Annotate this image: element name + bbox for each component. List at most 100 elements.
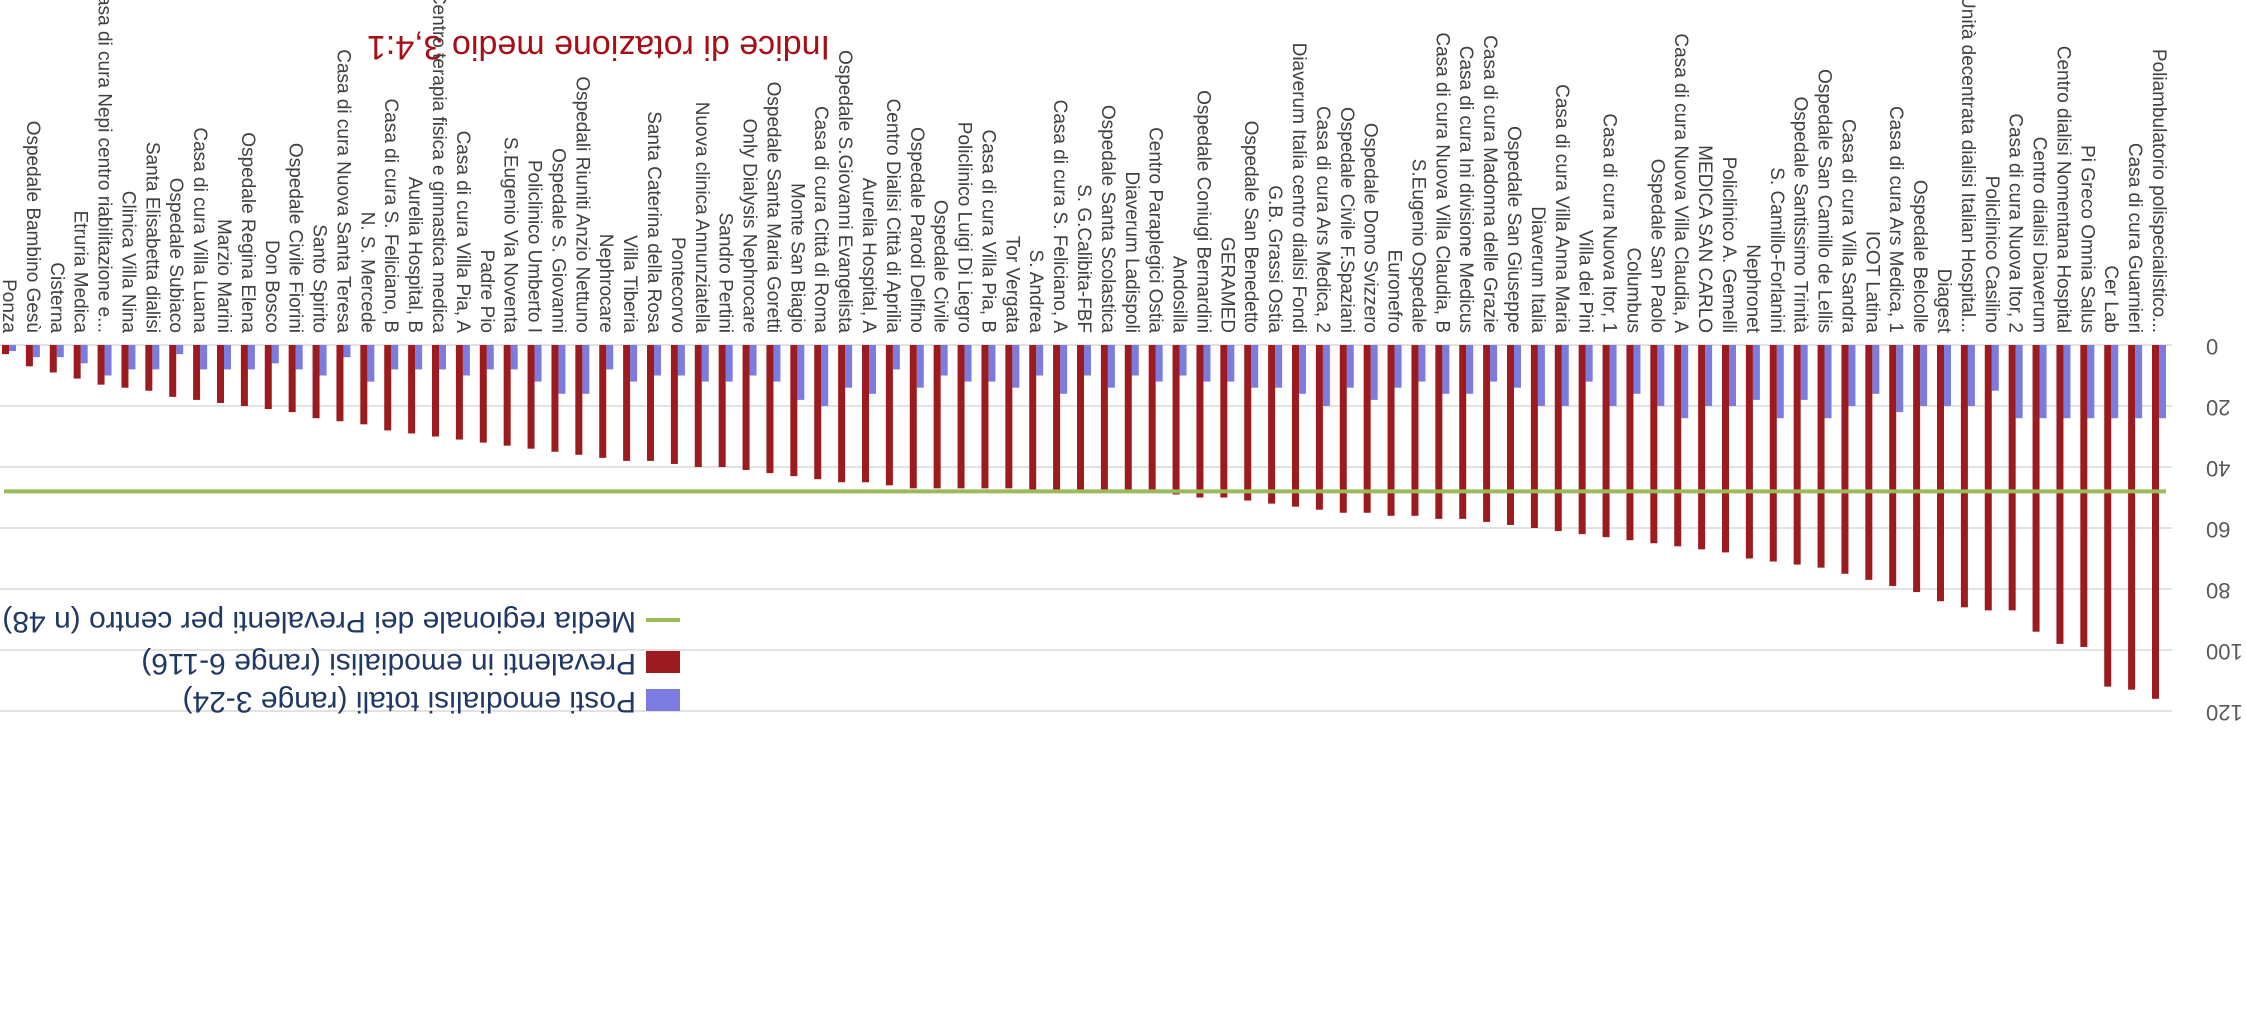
x-tick-label: Casa di cura Villa Luana — [189, 127, 210, 333]
bar — [1745, 345, 1753, 559]
bar — [2039, 345, 2047, 419]
x-tick-label: Diagest — [1933, 269, 1954, 334]
bar — [1537, 345, 1545, 406]
bar — [790, 345, 798, 477]
bar — [725, 345, 733, 382]
x-tick-label: MEDICA SAN CARLO — [1694, 145, 1715, 333]
x-tick-label: Clinica Villa Nina — [117, 191, 138, 334]
bar — [1387, 345, 1395, 516]
bar — [2104, 345, 2112, 687]
bar — [1585, 345, 1593, 382]
bar — [1913, 345, 1921, 593]
bar — [1275, 345, 1283, 388]
x-tick-label: Santa Elisabetta dialisi — [141, 142, 162, 333]
x-tick-label: Ospedale Parodi Delfino — [906, 127, 927, 333]
bar — [1203, 345, 1211, 382]
x-tick-label: G.B. Grassi Ostia — [1264, 185, 1285, 333]
bar — [384, 345, 392, 431]
bar — [439, 345, 446, 370]
bar — [814, 345, 822, 480]
bar — [1244, 345, 1252, 501]
x-tick-label: Policlinico Luigi Di Liegro — [954, 122, 975, 333]
bar — [1227, 345, 1235, 382]
bar — [1060, 345, 1068, 394]
bar — [1466, 345, 1474, 394]
bar — [360, 345, 368, 425]
bar — [240, 345, 248, 406]
bar — [1578, 345, 1586, 535]
bar — [1179, 345, 1187, 376]
x-tick-label: Aurelia Hospital, B — [404, 177, 425, 333]
bar — [1370, 345, 1378, 400]
bar — [1561, 345, 1569, 406]
x-tick-label: Santa Caterina della Rosa — [643, 111, 664, 333]
x-tick-label: Ospedale San Paolo — [1646, 159, 1667, 333]
bar — [97, 345, 105, 385]
bar — [1490, 345, 1498, 382]
bar — [1100, 345, 1108, 492]
x-tick-label: Santo Spirito — [309, 224, 330, 333]
bar — [654, 345, 661, 376]
bar — [1251, 345, 1259, 388]
x-tick-label: Marzio Marini — [213, 219, 234, 333]
bar — [701, 345, 709, 382]
bar — [773, 345, 781, 382]
x-tick-label: Pi Greco Omnia Salus — [2076, 145, 2097, 333]
bar — [2032, 345, 2040, 632]
x-tick-label: Diaverum Ladispoli — [1121, 171, 1142, 333]
bar — [1363, 345, 1371, 513]
x-tick-label: Ospedale Bambino Gesù — [22, 121, 43, 333]
bar — [32, 345, 40, 358]
bar — [1920, 345, 1928, 406]
bar — [49, 345, 57, 373]
bar — [176, 345, 184, 355]
x-tick-label: Centro Dialisi Città di Aprilia — [882, 99, 903, 334]
bar — [2111, 345, 2119, 419]
x-tick-label: Casa di cura Ini divisione Medicus — [1455, 46, 1476, 333]
bar — [1442, 345, 1450, 394]
x-tick-label: Ospedale S.Giovanni Evangelista — [834, 50, 855, 333]
x-tick-label: Only Dialysis Nephrocare — [739, 119, 760, 333]
bar — [845, 345, 853, 388]
bar — [1944, 345, 1951, 406]
bar — [1077, 345, 1084, 492]
legend-label: Prevalenti in emodialisi (range 6-116) — [141, 647, 636, 680]
x-tick-label: Ospedale San Giuseppe — [1503, 126, 1524, 333]
bar — [1459, 345, 1467, 519]
bar — [1722, 345, 1729, 553]
x-tick-label: GERAMED — [1216, 237, 1237, 333]
bar — [1991, 345, 1999, 391]
x-tick-label: Casa di cura Villa Sandra — [1837, 119, 1858, 333]
bar — [1530, 345, 1538, 528]
x-tick-label: Casa di cura Nuova Itor, 1 — [1599, 113, 1620, 333]
x-tick-label: Ospedale Santissimo Trinità — [1790, 96, 1811, 333]
bar — [1609, 345, 1617, 406]
x-tick-label: Casa di cura Ars Medica, 1 — [1885, 106, 1906, 333]
bar — [56, 345, 64, 358]
bar — [1418, 345, 1426, 382]
x-tick-label: Ospedali Riuniti Anzio Nettuno — [571, 76, 592, 333]
legend-label: Media regionale dei Prevalenti per centr… — [2, 605, 636, 638]
x-tick-label: Casa di cura Villa Pia, A — [452, 131, 473, 334]
bar — [415, 345, 423, 370]
x-tick-label: Andosilla — [1169, 256, 1190, 334]
bar — [503, 345, 511, 446]
bar — [558, 345, 566, 394]
bar — [1012, 345, 1020, 388]
bar — [1626, 345, 1634, 541]
bar — [343, 345, 351, 358]
bar — [838, 345, 846, 483]
x-tick-label: Monte San Biagio — [786, 183, 807, 333]
bar — [1029, 345, 1037, 492]
bar — [367, 345, 375, 382]
x-tick-label: Casa di cura Nuova Itor, 2 — [2005, 113, 2026, 333]
y-tick-label: 0 — [2206, 334, 2218, 359]
bar — [677, 345, 685, 376]
bar — [1131, 345, 1139, 376]
x-tick-label: N. S. Mercede — [356, 212, 377, 333]
x-tick-label: Casa di cura Madonna delle Grazie — [1479, 35, 1500, 333]
x-tick-label: Nephrocare — [595, 234, 616, 333]
legend-label: Posti emodialisi totali (range 3-24) — [182, 685, 636, 718]
bar — [964, 345, 972, 382]
